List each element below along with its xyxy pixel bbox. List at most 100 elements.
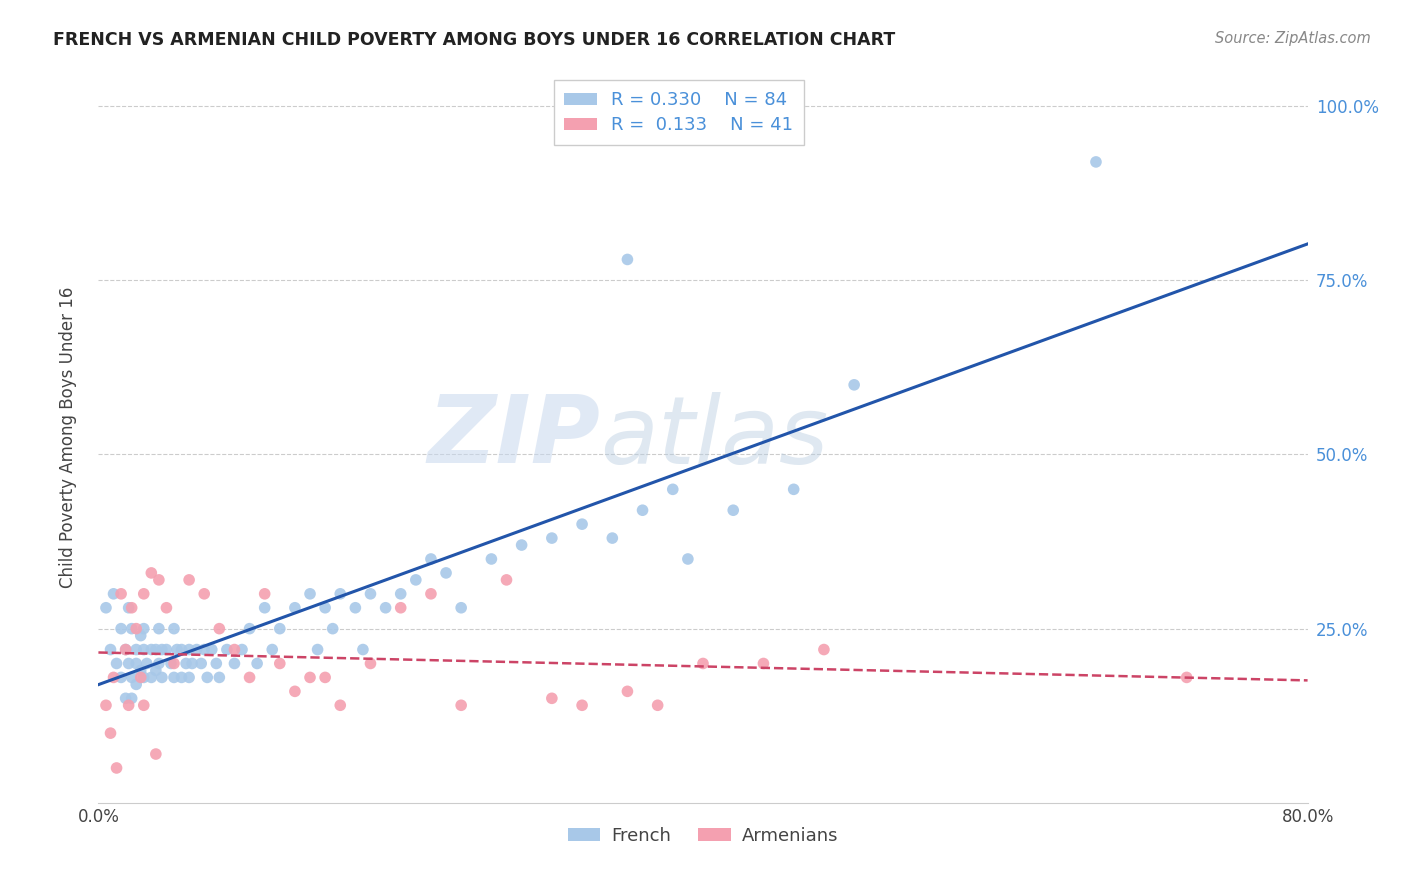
Point bbox=[141, 642, 163, 657]
Point bbox=[118, 600, 141, 615]
Point bbox=[105, 657, 128, 671]
Point bbox=[125, 642, 148, 657]
Point bbox=[121, 691, 143, 706]
Point bbox=[103, 670, 125, 684]
Point bbox=[299, 587, 322, 601]
Point bbox=[148, 573, 170, 587]
Point bbox=[510, 538, 533, 552]
Point bbox=[105, 761, 128, 775]
Point bbox=[135, 657, 157, 671]
Point bbox=[163, 657, 186, 671]
Point bbox=[129, 670, 152, 684]
Point bbox=[540, 691, 562, 706]
Point bbox=[616, 684, 638, 698]
Legend: French, Armenians: French, Armenians bbox=[561, 820, 845, 852]
Point bbox=[114, 691, 136, 706]
Point bbox=[132, 587, 155, 601]
Point bbox=[374, 600, 396, 615]
Text: ZIP: ZIP bbox=[427, 391, 600, 483]
Point bbox=[692, 657, 714, 671]
Point bbox=[783, 483, 806, 497]
Point bbox=[148, 657, 170, 671]
Point bbox=[360, 657, 382, 671]
Point bbox=[179, 573, 201, 587]
Point bbox=[571, 517, 593, 532]
Point bbox=[141, 670, 163, 684]
Point bbox=[450, 600, 472, 615]
Point bbox=[314, 600, 336, 615]
Text: atlas: atlas bbox=[600, 392, 828, 483]
Point bbox=[322, 622, 344, 636]
Point bbox=[155, 600, 177, 615]
Point bbox=[1175, 670, 1198, 684]
Point bbox=[160, 657, 183, 671]
Point bbox=[190, 657, 212, 671]
Point bbox=[314, 670, 336, 684]
Point bbox=[118, 698, 141, 713]
Point bbox=[121, 670, 143, 684]
Point bbox=[344, 600, 367, 615]
Point bbox=[94, 600, 117, 615]
Point bbox=[253, 587, 276, 601]
Point bbox=[262, 642, 284, 657]
Point bbox=[329, 698, 352, 713]
Point bbox=[155, 642, 177, 657]
Point bbox=[224, 642, 246, 657]
Point bbox=[121, 622, 143, 636]
Point bbox=[723, 503, 745, 517]
Point bbox=[1085, 155, 1108, 169]
Point bbox=[132, 622, 155, 636]
Point bbox=[752, 657, 775, 671]
Point bbox=[269, 657, 291, 671]
Point bbox=[284, 600, 307, 615]
Point bbox=[208, 670, 231, 684]
Point bbox=[110, 622, 132, 636]
Point bbox=[224, 657, 246, 671]
Point bbox=[389, 600, 412, 615]
Point bbox=[420, 552, 443, 566]
Point bbox=[661, 483, 683, 497]
Point bbox=[299, 670, 322, 684]
Point bbox=[239, 622, 262, 636]
Point bbox=[540, 531, 562, 545]
Point bbox=[215, 642, 238, 657]
Text: FRENCH VS ARMENIAN CHILD POVERTY AMONG BOYS UNDER 16 CORRELATION CHART: FRENCH VS ARMENIAN CHILD POVERTY AMONG B… bbox=[53, 31, 896, 49]
Point bbox=[208, 622, 231, 636]
Point bbox=[329, 587, 352, 601]
Point bbox=[145, 664, 167, 678]
Point bbox=[844, 377, 866, 392]
Text: Source: ZipAtlas.com: Source: ZipAtlas.com bbox=[1215, 31, 1371, 46]
Point bbox=[186, 642, 208, 657]
Point bbox=[179, 670, 201, 684]
Point bbox=[118, 657, 141, 671]
Point bbox=[125, 677, 148, 691]
Point bbox=[389, 587, 412, 601]
Point bbox=[193, 587, 215, 601]
Point bbox=[110, 670, 132, 684]
Point bbox=[571, 698, 593, 713]
Point bbox=[125, 622, 148, 636]
Point bbox=[647, 698, 669, 713]
Point bbox=[420, 587, 443, 601]
Point bbox=[163, 670, 186, 684]
Point bbox=[141, 566, 163, 580]
Point bbox=[125, 657, 148, 671]
Point bbox=[405, 573, 427, 587]
Point bbox=[631, 503, 654, 517]
Point bbox=[181, 657, 204, 671]
Point bbox=[450, 698, 472, 713]
Point bbox=[166, 642, 188, 657]
Point bbox=[100, 726, 122, 740]
Point bbox=[129, 664, 152, 678]
Y-axis label: Child Poverty Among Boys Under 16: Child Poverty Among Boys Under 16 bbox=[59, 286, 77, 588]
Point bbox=[179, 642, 201, 657]
Point bbox=[434, 566, 457, 580]
Point bbox=[360, 587, 382, 601]
Point bbox=[495, 573, 517, 587]
Point bbox=[145, 747, 167, 761]
Point bbox=[602, 531, 624, 545]
Point bbox=[195, 670, 218, 684]
Point bbox=[269, 622, 291, 636]
Point bbox=[150, 642, 173, 657]
Point bbox=[114, 642, 136, 657]
